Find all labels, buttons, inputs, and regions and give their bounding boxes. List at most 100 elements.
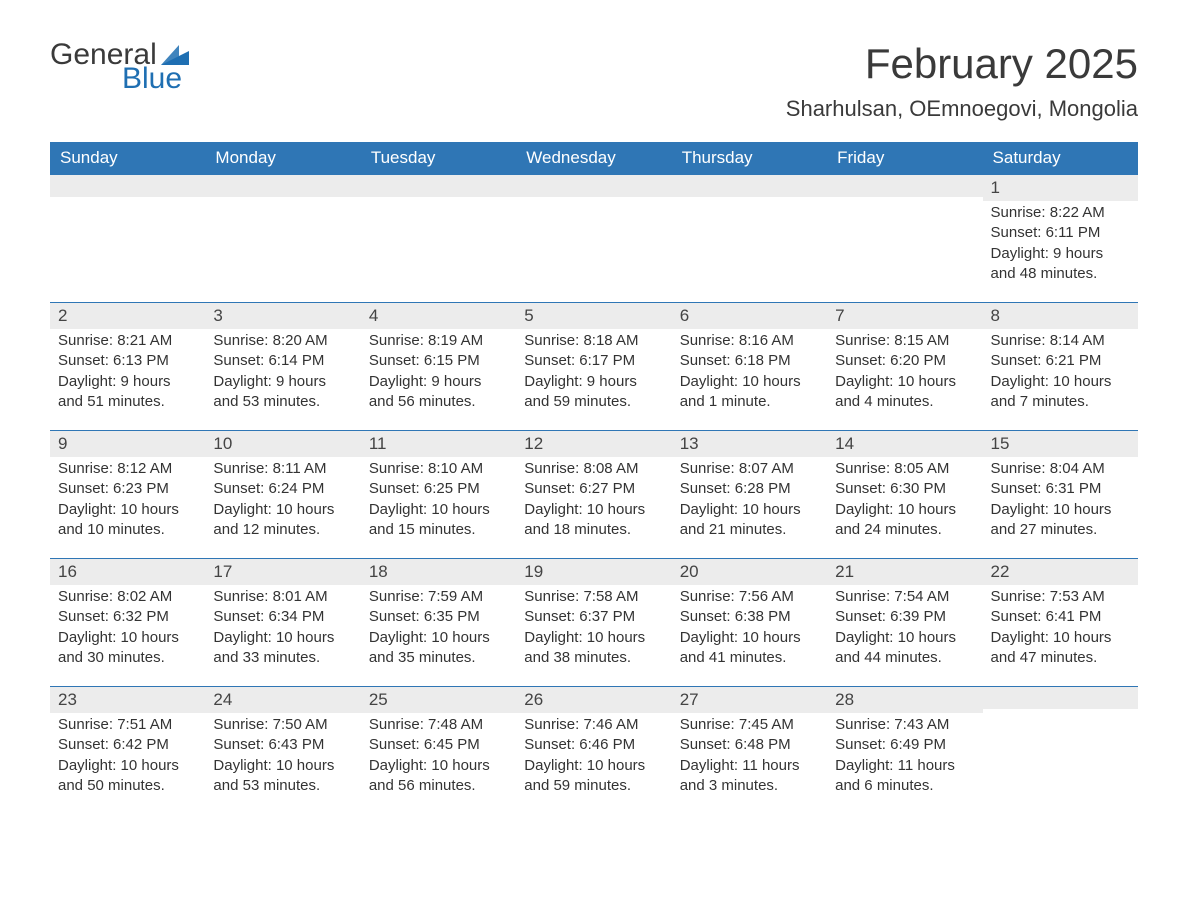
daylight-line: Daylight: 10 hours and 50 minutes. [58,756,197,797]
sunset-line: Sunset: 6:24 PM [213,479,352,499]
day-details: Sunrise: 7:50 AMSunset: 6:43 PMDaylight:… [205,713,360,796]
sunrise-line: Sunrise: 8:22 AM [991,203,1130,223]
day-details: Sunrise: 8:20 AMSunset: 6:14 PMDaylight:… [205,329,360,412]
sunrise-line: Sunrise: 7:56 AM [680,587,819,607]
day-details: Sunrise: 8:08 AMSunset: 6:27 PMDaylight:… [516,457,671,540]
calendar-cell: 9Sunrise: 8:12 AMSunset: 6:23 PMDaylight… [50,431,205,559]
logo: General Blue [50,40,189,94]
day-number: 17 [205,559,360,585]
daylight-line: Daylight: 11 hours and 6 minutes. [835,756,974,797]
sunset-line: Sunset: 6:15 PM [369,351,508,371]
sunset-line: Sunset: 6:35 PM [369,607,508,627]
day-details: Sunrise: 7:46 AMSunset: 6:46 PMDaylight:… [516,713,671,796]
calendar-cell: 2Sunrise: 8:21 AMSunset: 6:13 PMDaylight… [50,303,205,431]
header: General Blue February 2025 Sharhulsan, O… [50,40,1138,122]
sunset-line: Sunset: 6:38 PM [680,607,819,627]
sunrise-line: Sunrise: 8:01 AM [213,587,352,607]
daylight-line: Daylight: 10 hours and 56 minutes. [369,756,508,797]
sunrise-line: Sunrise: 7:53 AM [991,587,1130,607]
calendar-cell: 5Sunrise: 8:18 AMSunset: 6:17 PMDaylight… [516,303,671,431]
sunset-line: Sunset: 6:49 PM [835,735,974,755]
day-details: Sunrise: 8:14 AMSunset: 6:21 PMDaylight:… [983,329,1138,412]
day-number: 10 [205,431,360,457]
day-number: 19 [516,559,671,585]
daylight-line: Daylight: 10 hours and 4 minutes. [835,372,974,413]
daylight-line: Daylight: 9 hours and 51 minutes. [58,372,197,413]
calendar-cell: 17Sunrise: 8:01 AMSunset: 6:34 PMDayligh… [205,559,360,687]
daynum-bar-empty [827,175,982,197]
day-number: 18 [361,559,516,585]
sunset-line: Sunset: 6:39 PM [835,607,974,627]
day-number: 21 [827,559,982,585]
day-number: 22 [983,559,1138,585]
sunrise-line: Sunrise: 8:04 AM [991,459,1130,479]
sunrise-line: Sunrise: 7:43 AM [835,715,974,735]
sunrise-line: Sunrise: 7:51 AM [58,715,197,735]
sunrise-line: Sunrise: 7:54 AM [835,587,974,607]
calendar-cell: 13Sunrise: 8:07 AMSunset: 6:28 PMDayligh… [672,431,827,559]
sunset-line: Sunset: 6:23 PM [58,479,197,499]
day-details: Sunrise: 8:19 AMSunset: 6:15 PMDaylight:… [361,329,516,412]
day-number: 26 [516,687,671,713]
sunrise-line: Sunrise: 7:46 AM [524,715,663,735]
calendar-cell: 1Sunrise: 8:22 AMSunset: 6:11 PMDaylight… [983,175,1138,303]
day-details: Sunrise: 7:58 AMSunset: 6:37 PMDaylight:… [516,585,671,668]
daylight-line: Daylight: 9 hours and 53 minutes. [213,372,352,413]
day-number: 20 [672,559,827,585]
daylight-line: Daylight: 10 hours and 35 minutes. [369,628,508,669]
daylight-line: Daylight: 10 hours and 18 minutes. [524,500,663,541]
calendar-cell: 18Sunrise: 7:59 AMSunset: 6:35 PMDayligh… [361,559,516,687]
calendar-cell: 16Sunrise: 8:02 AMSunset: 6:32 PMDayligh… [50,559,205,687]
day-header: Wednesday [516,142,671,175]
day-header: Friday [827,142,982,175]
day-number: 13 [672,431,827,457]
day-details: Sunrise: 8:02 AMSunset: 6:32 PMDaylight:… [50,585,205,668]
sunrise-line: Sunrise: 8:12 AM [58,459,197,479]
day-number: 6 [672,303,827,329]
sunset-line: Sunset: 6:43 PM [213,735,352,755]
day-details: Sunrise: 8:15 AMSunset: 6:20 PMDaylight:… [827,329,982,412]
calendar-cell: 27Sunrise: 7:45 AMSunset: 6:48 PMDayligh… [672,687,827,815]
day-details: Sunrise: 7:45 AMSunset: 6:48 PMDaylight:… [672,713,827,796]
sunrise-line: Sunrise: 8:19 AM [369,331,508,351]
sunrise-line: Sunrise: 8:16 AM [680,331,819,351]
daylight-line: Daylight: 9 hours and 48 minutes. [991,244,1130,285]
day-details: Sunrise: 8:21 AMSunset: 6:13 PMDaylight:… [50,329,205,412]
calendar-table: SundayMondayTuesdayWednesdayThursdayFrid… [50,142,1138,815]
calendar-week: 23Sunrise: 7:51 AMSunset: 6:42 PMDayligh… [50,687,1138,815]
day-header: Thursday [672,142,827,175]
calendar-cell-empty [50,175,205,303]
sunset-line: Sunset: 6:41 PM [991,607,1130,627]
day-number: 2 [50,303,205,329]
sunset-line: Sunset: 6:37 PM [524,607,663,627]
sunrise-line: Sunrise: 7:48 AM [369,715,508,735]
day-details: Sunrise: 8:04 AMSunset: 6:31 PMDaylight:… [983,457,1138,540]
calendar-week: 16Sunrise: 8:02 AMSunset: 6:32 PMDayligh… [50,559,1138,687]
daylight-line: Daylight: 10 hours and 1 minute. [680,372,819,413]
day-number: 16 [50,559,205,585]
daylight-line: Daylight: 10 hours and 24 minutes. [835,500,974,541]
daylight-line: Daylight: 10 hours and 53 minutes. [213,756,352,797]
calendar-cell: 8Sunrise: 8:14 AMSunset: 6:21 PMDaylight… [983,303,1138,431]
daylight-line: Daylight: 11 hours and 3 minutes. [680,756,819,797]
sunrise-line: Sunrise: 8:08 AM [524,459,663,479]
calendar-cell: 14Sunrise: 8:05 AMSunset: 6:30 PMDayligh… [827,431,982,559]
sunrise-line: Sunrise: 8:15 AM [835,331,974,351]
sunset-line: Sunset: 6:18 PM [680,351,819,371]
calendar-week: 9Sunrise: 8:12 AMSunset: 6:23 PMDaylight… [50,431,1138,559]
day-header: Sunday [50,142,205,175]
day-details: Sunrise: 7:51 AMSunset: 6:42 PMDaylight:… [50,713,205,796]
sunset-line: Sunset: 6:11 PM [991,223,1130,243]
sunrise-line: Sunrise: 7:45 AM [680,715,819,735]
day-number: 27 [672,687,827,713]
calendar-cell: 12Sunrise: 8:08 AMSunset: 6:27 PMDayligh… [516,431,671,559]
calendar-cell-empty [827,175,982,303]
sunrise-line: Sunrise: 8:21 AM [58,331,197,351]
day-number: 25 [361,687,516,713]
calendar-cell-empty [205,175,360,303]
daylight-line: Daylight: 10 hours and 44 minutes. [835,628,974,669]
day-details: Sunrise: 7:56 AMSunset: 6:38 PMDaylight:… [672,585,827,668]
sunrise-line: Sunrise: 7:59 AM [369,587,508,607]
day-number: 1 [983,175,1138,201]
sunset-line: Sunset: 6:17 PM [524,351,663,371]
